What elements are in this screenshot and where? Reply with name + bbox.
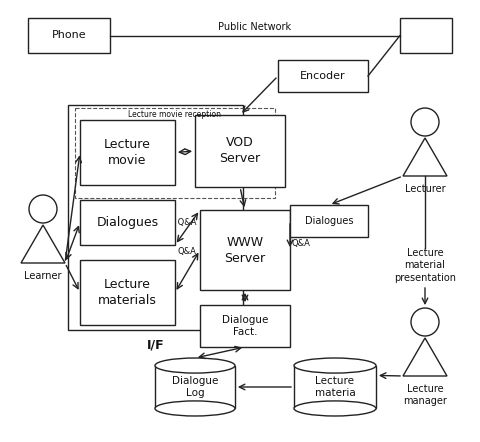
Text: Phone: Phone (52, 30, 86, 41)
Bar (278, 60, 368, 92)
Text: Q&A: Q&A (177, 247, 196, 256)
Text: Lecture
movie: Lecture movie (104, 138, 151, 167)
Text: Lecturer: Lecturer (405, 184, 445, 194)
Text: Encoder: Encoder (300, 71, 346, 81)
Text: Lecture
materials: Lecture materials (98, 278, 157, 307)
Text: VOD
Server: VOD Server (219, 137, 261, 165)
Text: Lecture
material
presentation: Lecture material presentation (394, 248, 456, 283)
Bar (68, 105, 243, 330)
Text: Dialogue
Log: Dialogue Log (172, 376, 218, 398)
Text: Lecture
materia: Lecture materia (314, 376, 355, 398)
Bar (80, 120, 175, 185)
Text: Dialogues: Dialogues (96, 216, 158, 229)
Bar (28, 18, 110, 53)
Bar (75, 108, 275, 198)
Text: WWW
Server: WWW Server (225, 236, 265, 264)
Bar (400, 18, 452, 53)
Text: Public Network: Public Network (218, 22, 291, 31)
Text: Dialogue
Fact.: Dialogue Fact. (222, 315, 268, 337)
Bar (80, 200, 175, 245)
Text: Lecture movie reception: Lecture movie reception (129, 110, 221, 119)
Text: Dialogues: Dialogues (305, 216, 353, 226)
Bar (155, 366, 235, 408)
Ellipse shape (294, 401, 376, 416)
Text: I/F: I/F (147, 338, 164, 351)
Ellipse shape (155, 401, 235, 416)
Text: Lecture
manager: Lecture manager (403, 384, 447, 406)
Bar (200, 305, 290, 347)
Bar (290, 205, 368, 237)
Text: Q&A: Q&A (292, 239, 311, 248)
Text: Learner: Learner (24, 271, 62, 281)
Bar (200, 210, 290, 290)
Ellipse shape (155, 358, 235, 373)
Bar (294, 366, 376, 408)
Ellipse shape (294, 358, 376, 373)
Bar (80, 260, 175, 325)
Bar (195, 115, 285, 187)
Text: Q&A: Q&A (175, 218, 196, 227)
